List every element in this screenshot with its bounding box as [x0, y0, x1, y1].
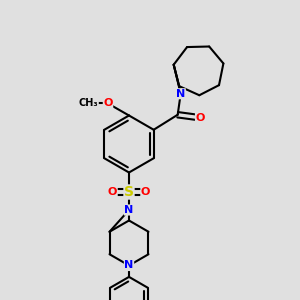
Text: O: O	[103, 98, 113, 109]
Text: O: O	[141, 187, 150, 197]
Text: O: O	[108, 187, 117, 197]
Text: N: N	[124, 205, 134, 215]
Text: O: O	[196, 113, 205, 123]
Text: CH₃: CH₃	[79, 98, 98, 109]
Text: S: S	[124, 185, 134, 199]
Text: N: N	[176, 89, 185, 99]
Text: N: N	[124, 260, 134, 271]
